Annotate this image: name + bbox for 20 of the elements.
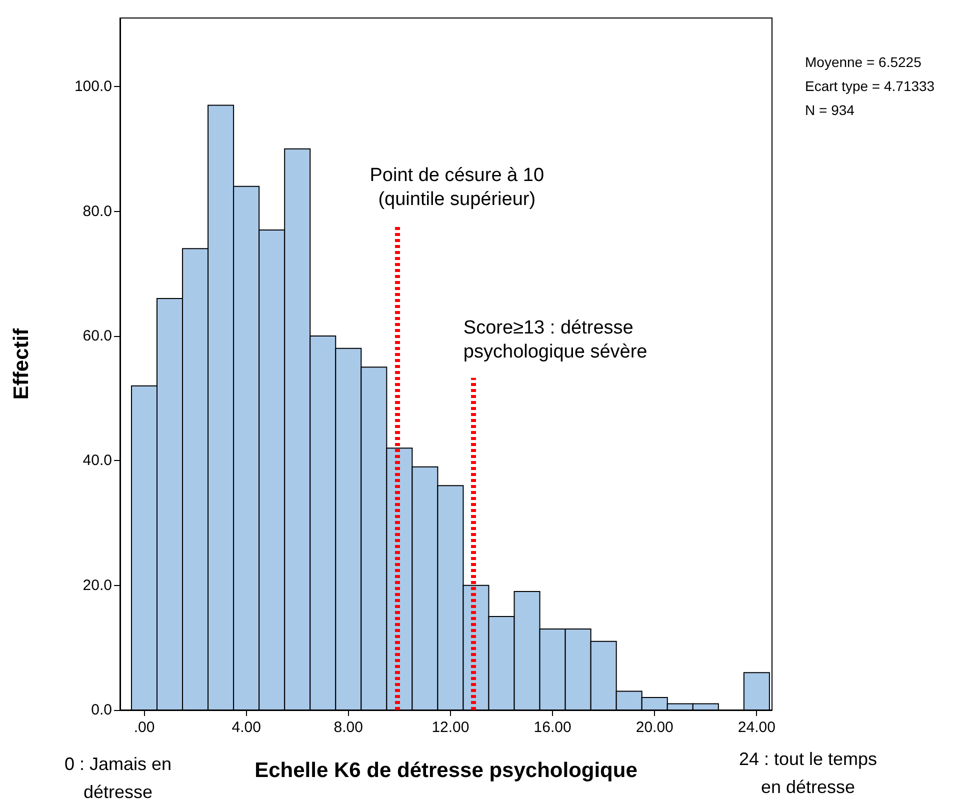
x-tick-label: 8.00 — [334, 719, 363, 736]
x-axis-title: Echelle K6 de détresse psychologique — [254, 759, 638, 782]
y-tick-label: 60.0 — [82, 327, 112, 344]
y-tick-label: 20.0 — [82, 576, 112, 594]
y-tick-label: 80.0 — [82, 202, 112, 220]
y-tick-label: 100.0 — [74, 78, 112, 96]
x-tick-label: 20.00 — [636, 719, 674, 736]
x-tick-label: 24.00 — [738, 719, 776, 736]
text: 24 : tout le temps en détresse — [738, 749, 878, 797]
text: 0 : Jamais en détresse — [64, 754, 172, 799]
y-axis-title: Effectif — [10, 327, 33, 400]
y-tick-label: 40.0 — [82, 452, 112, 470]
x-tick-label: 4.00 — [232, 719, 261, 736]
x-tick-label: .00 — [134, 719, 155, 736]
ref-line-label: Point de césure à 10 (quintile supérieur) — [370, 165, 544, 210]
y-tick-label: 0.0 — [91, 702, 112, 718]
ref-line-label: Score≥13 : détresse psychologique sévère — [463, 317, 648, 362]
x-tick-label: 16.00 — [534, 719, 572, 736]
x-tick-label: 12.00 — [432, 719, 470, 736]
text: Moyenne = 6.5225 Ecart type = 4.71333 N = 934 — [805, 54, 935, 118]
